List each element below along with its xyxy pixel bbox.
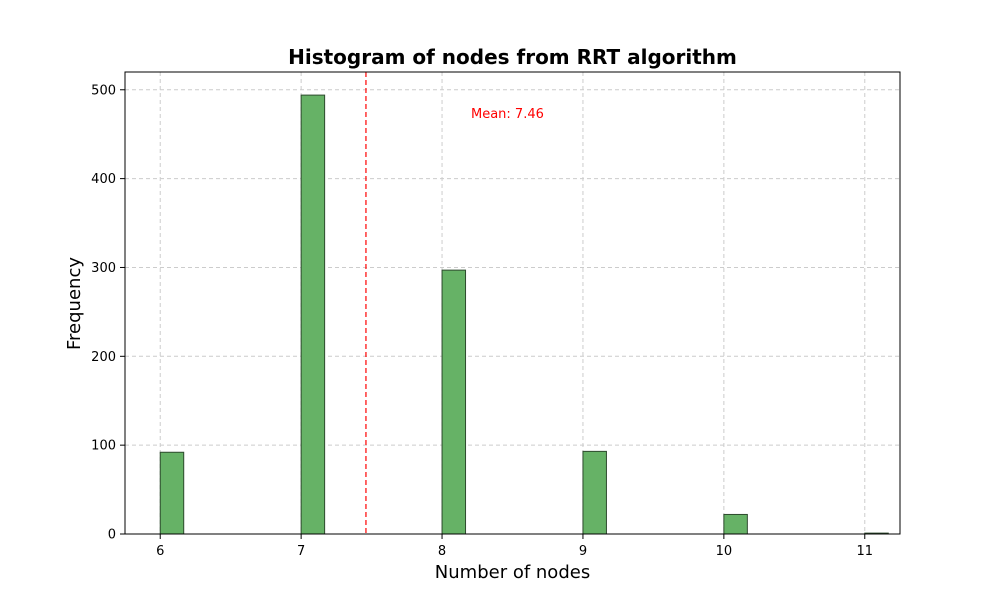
histogram-bar (723, 513, 748, 535)
plot-frame (124, 71, 901, 535)
plot-area: Mean: 7.46 (124, 71, 901, 535)
chart-title: Histogram of nodes from RRT algorithm (288, 45, 737, 69)
y-tick-label: 300 (91, 261, 116, 276)
x-tick-label: 11 (856, 544, 873, 559)
histogram-bar (159, 451, 185, 535)
x-tick-label: 9 (579, 544, 587, 559)
y-tick-label: 500 (91, 83, 116, 98)
mean-marker: Mean: 7.46 (365, 72, 544, 534)
y-tick-label: 400 (91, 172, 116, 187)
histogram-bar (582, 450, 607, 535)
y-tick-label: 100 (91, 439, 116, 454)
histogram-bar (441, 269, 467, 535)
x-axis: 6 7 8 9 10 11 (156, 534, 873, 559)
y-tick-label: 0 (108, 528, 116, 543)
x-tick-label: 10 (716, 544, 733, 559)
x-tick-label: 7 (297, 544, 305, 559)
y-tick-label: 200 (91, 350, 116, 365)
y-axis: 0 100 200 300 400 500 (91, 83, 125, 543)
x-tick-label: 8 (438, 544, 446, 559)
bar-series (159, 94, 889, 535)
y-axis-label: Frequency (64, 257, 85, 350)
mean-annotation: Mean: 7.46 (471, 107, 544, 122)
histogram-bar (300, 94, 326, 535)
x-tick-label: 6 (156, 544, 164, 559)
x-axis-label: Number of nodes (435, 562, 590, 583)
